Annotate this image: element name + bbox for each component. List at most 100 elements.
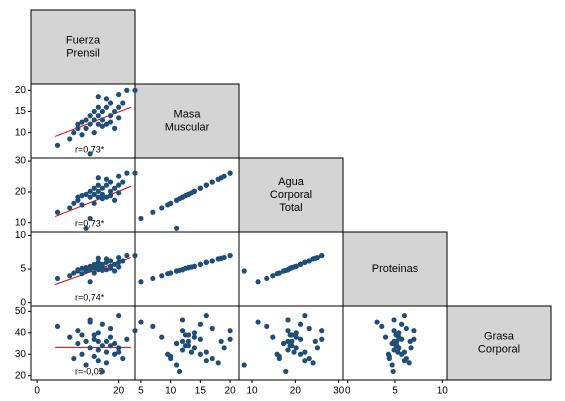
point: [107, 119, 114, 125]
point: [99, 368, 105, 375]
variable-box: [446, 305, 552, 381]
point: [159, 334, 165, 340]
y-tick-label: 10: [15, 230, 27, 241]
point: [285, 317, 291, 323]
point: [107, 265, 114, 271]
point: [87, 319, 93, 325]
point: [291, 349, 297, 355]
point: [174, 225, 180, 231]
point: [71, 200, 77, 206]
point: [87, 263, 93, 269]
point: [168, 353, 174, 360]
point: [112, 351, 118, 357]
point: [116, 345, 122, 351]
point: [407, 338, 413, 344]
point: [95, 263, 101, 269]
point: [287, 265, 293, 271]
variable-box: [238, 157, 344, 233]
point: [107, 193, 114, 199]
panel: [134, 231, 240, 307]
point: [209, 325, 215, 332]
point: [112, 108, 118, 115]
x-tick-label: 0: [34, 386, 40, 397]
variable-box: [342, 231, 448, 307]
point: [75, 121, 81, 127]
point: [150, 275, 156, 282]
point: [179, 317, 186, 323]
point: [191, 330, 198, 336]
point: [95, 113, 101, 119]
point: [185, 338, 192, 344]
point: [116, 264, 122, 270]
point: [116, 91, 122, 98]
point: [393, 343, 399, 349]
point: [221, 345, 227, 351]
point: [319, 252, 325, 259]
y-tick-label: 20: [15, 187, 27, 198]
point: [95, 330, 101, 336]
point: [116, 104, 122, 110]
point: [197, 336, 203, 342]
point: [83, 362, 89, 368]
point: [314, 345, 321, 351]
point: [91, 261, 97, 267]
x-tick-label: 10: [437, 386, 449, 397]
point: [107, 343, 114, 349]
point: [116, 349, 122, 355]
point: [302, 358, 308, 364]
point: [270, 273, 276, 279]
point: [54, 323, 61, 329]
point: [302, 259, 308, 265]
point: [159, 273, 165, 279]
point: [112, 340, 118, 347]
point: [79, 351, 85, 357]
point: [95, 104, 101, 110]
point: [79, 265, 85, 271]
point: [291, 264, 297, 270]
correlation-label: r=0,73*: [75, 218, 105, 228]
point: [218, 338, 224, 344]
point: [138, 279, 144, 285]
point: [75, 194, 81, 200]
point: [203, 259, 209, 265]
point: [150, 209, 156, 215]
point: [67, 136, 73, 142]
point: [182, 265, 189, 271]
variable-label: Corporal: [478, 343, 520, 355]
point: [203, 358, 209, 364]
point: [382, 334, 389, 340]
x-tick-label: 5: [138, 386, 144, 397]
point: [209, 355, 215, 362]
point: [91, 200, 97, 206]
point: [120, 179, 126, 185]
point: [99, 196, 105, 202]
point: [99, 185, 105, 191]
point: [285, 338, 291, 344]
point: [218, 255, 224, 261]
point: [132, 252, 138, 259]
point: [79, 271, 85, 277]
point: [285, 347, 291, 353]
point: [99, 321, 105, 327]
correlation-label: r=-0,05: [75, 366, 104, 376]
x-tick-label: 5: [392, 386, 398, 397]
point: [103, 267, 110, 273]
point: [227, 170, 233, 176]
point: [99, 267, 105, 273]
point: [264, 323, 270, 329]
point: [87, 151, 93, 157]
point: [401, 313, 408, 319]
point: [227, 252, 233, 259]
point: [71, 355, 77, 362]
point: [91, 191, 97, 197]
point: [95, 94, 101, 100]
point: [188, 264, 195, 270]
point: [95, 338, 101, 344]
point: [83, 117, 89, 123]
y-tick-label: 5: [20, 264, 26, 275]
point: [95, 194, 101, 200]
point: [91, 353, 97, 360]
x-tick-label: 10: [165, 386, 177, 397]
point: [176, 196, 183, 202]
point: [116, 259, 122, 265]
